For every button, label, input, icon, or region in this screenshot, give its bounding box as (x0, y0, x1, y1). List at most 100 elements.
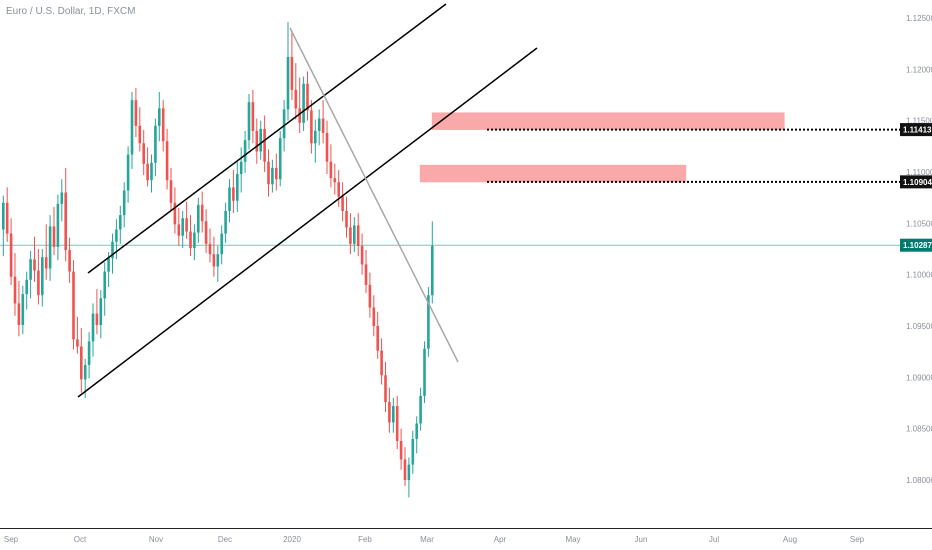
candle (2, 195, 5, 257)
candle-body (423, 348, 426, 396)
price-level-lines (0, 128, 900, 246)
candle-body (177, 224, 181, 236)
candle (224, 202, 227, 243)
candle-body (329, 161, 333, 179)
candle-body (83, 365, 87, 380)
candle (216, 245, 220, 282)
candle (204, 208, 208, 254)
descending-trendline[interactable] (289, 27, 459, 363)
candle (21, 285, 25, 335)
candle-body (333, 178, 337, 183)
x-tick-label: Aug (783, 535, 797, 544)
x-tick-label: May (565, 535, 580, 544)
candle-body (169, 180, 173, 203)
y-tick-label: 1.08500 (906, 425, 932, 434)
candle (146, 147, 149, 187)
y-tick-label: 1.11000 (906, 168, 932, 177)
x-tick-label: Dec (218, 535, 232, 544)
candle (321, 100, 325, 144)
candle (87, 332, 91, 379)
candle (41, 249, 44, 307)
candle-body (64, 192, 67, 251)
candle-body (259, 128, 262, 152)
candle (228, 179, 231, 223)
candle (181, 211, 184, 248)
candle-body (364, 264, 368, 285)
candle-body (99, 298, 103, 325)
candle-body (216, 254, 220, 267)
candle (95, 289, 99, 335)
candle-body (380, 350, 383, 376)
candle (341, 182, 344, 222)
trendline-drawings[interactable] (77, 3, 538, 398)
candle-body (107, 258, 110, 272)
candle-body (33, 259, 36, 271)
candle (255, 118, 259, 164)
candle (356, 213, 360, 257)
candle-body (150, 162, 153, 181)
channel-upper-line[interactable] (87, 3, 447, 274)
symbol-title: Euro / U.S. Dollar, 1D, FXCM (6, 6, 136, 17)
candle-body (243, 140, 247, 162)
candle-body (80, 346, 83, 380)
candle-body (232, 187, 235, 201)
y-tick-label: 1.12500 (906, 14, 932, 23)
candle-body (282, 109, 286, 139)
candle-body (52, 226, 56, 247)
candle-body (130, 100, 134, 155)
candle (294, 63, 298, 120)
x-tick-label: 2020 (283, 535, 301, 544)
candle (60, 179, 64, 222)
candle (345, 196, 348, 238)
price-tag-box (900, 238, 932, 252)
time-axis[interactable]: Sep Oct Nov Dec 2020 Feb Mar Apr May Jun Jul Aug Sep (4, 535, 865, 544)
candle-body (154, 125, 157, 163)
candle (111, 233, 114, 274)
candle-body (345, 211, 348, 228)
candle-body (5, 202, 9, 234)
candle (99, 290, 103, 339)
resistance-zone-2[interactable] (419, 164, 687, 183)
candle (193, 224, 196, 261)
candle-body (185, 218, 188, 232)
candle (259, 120, 262, 160)
candle (298, 77, 301, 133)
candle-body (376, 326, 379, 351)
candle-body (271, 167, 274, 185)
resistance-zone-1[interactable] (431, 112, 785, 130)
y-tick-label: 1.10500 (906, 219, 932, 228)
candle (91, 303, 95, 357)
candle (161, 100, 165, 152)
candles (2, 22, 434, 498)
candle (119, 205, 122, 244)
candle-body (25, 279, 28, 295)
candle (208, 228, 212, 263)
candle-body (204, 221, 208, 244)
candle (220, 225, 223, 265)
candle (138, 107, 142, 152)
candle (239, 147, 243, 193)
candle (17, 280, 21, 337)
price-axis[interactable]: 1.12500 1.12000 1.11500 1.11000 1.10500 1.100… (906, 14, 932, 485)
candle (232, 169, 235, 214)
candle-body (41, 257, 44, 296)
candle-body (115, 229, 118, 242)
candle-body (48, 226, 52, 269)
channel-lower-line[interactable] (77, 47, 538, 398)
candle-body (17, 303, 21, 325)
candle (142, 129, 145, 176)
candle (263, 115, 266, 172)
candle-body (415, 423, 418, 439)
candle (310, 100, 313, 154)
candle-body (212, 254, 216, 267)
x-tick-label: Jun (635, 535, 648, 544)
candle (197, 197, 200, 243)
candle (13, 253, 17, 316)
candle-body (395, 406, 399, 441)
candle (165, 128, 169, 190)
candle-body (267, 161, 270, 185)
x-tick-label: Mar (420, 535, 434, 544)
candle (130, 91, 134, 169)
candle (236, 161, 239, 213)
